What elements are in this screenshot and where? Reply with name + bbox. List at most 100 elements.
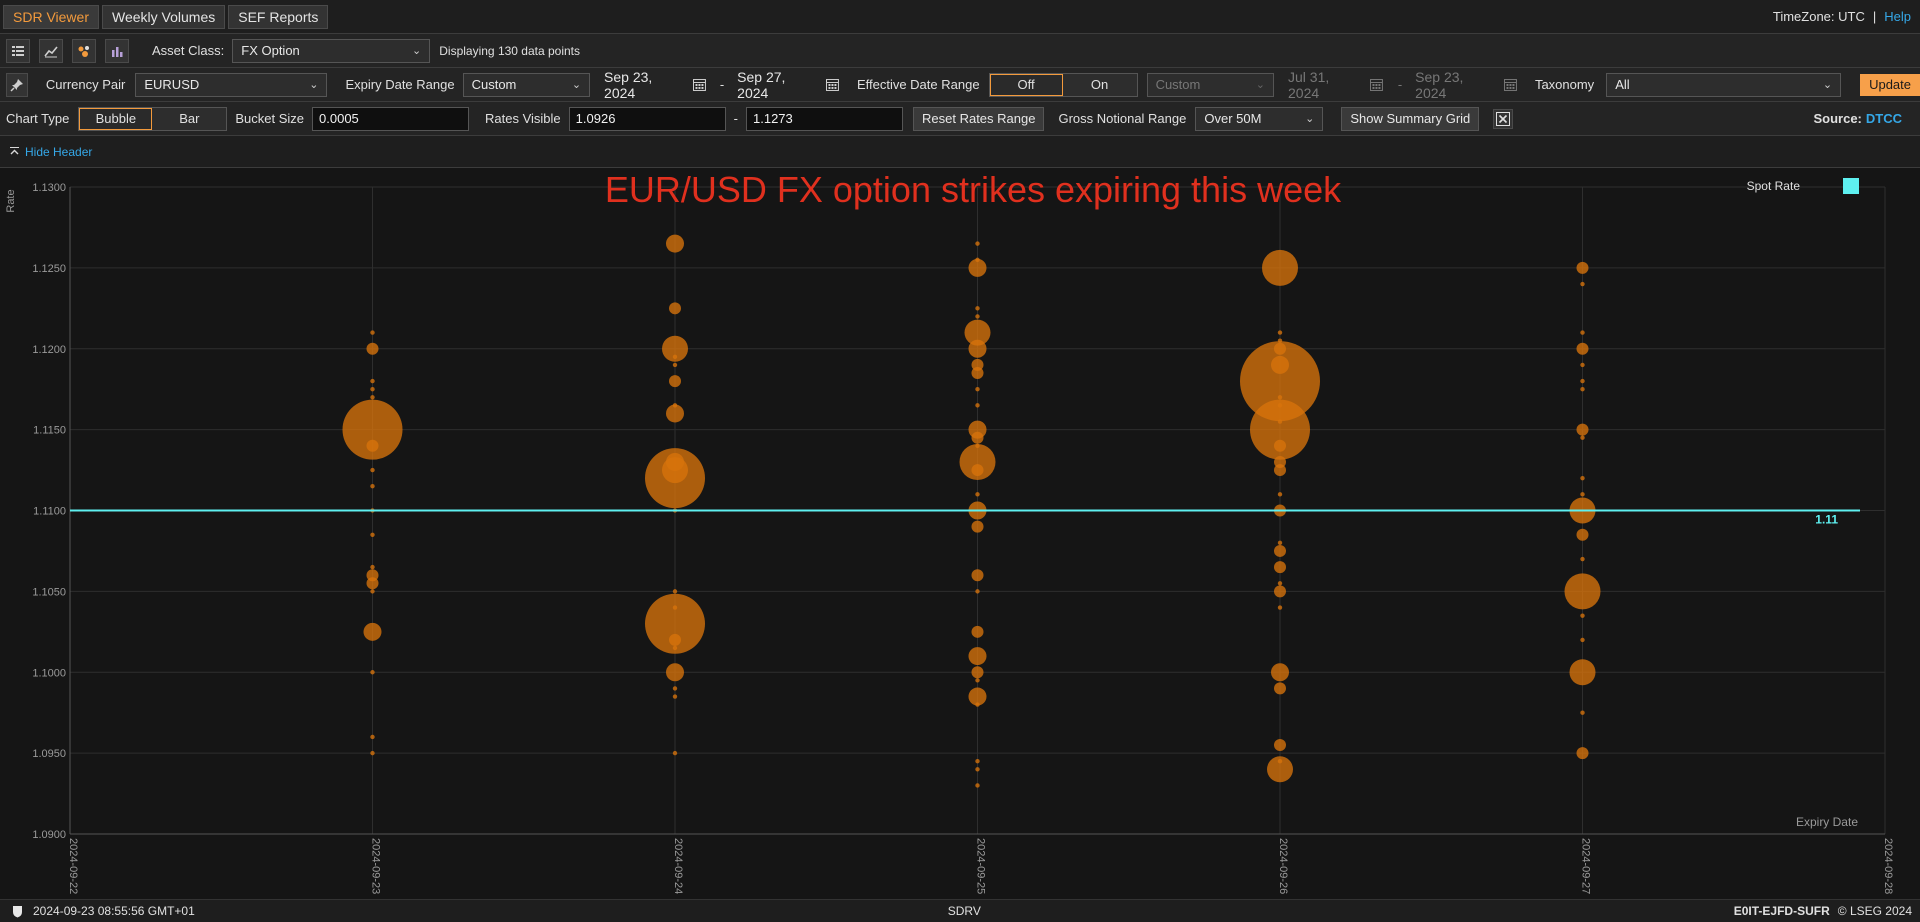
currency-pair-select[interactable]: EURUSD ⌄ <box>135 72 328 97</box>
bubble-point[interactable] <box>363 622 382 641</box>
bubble-point[interactable] <box>1580 362 1585 368</box>
bubble-point[interactable] <box>1274 439 1286 452</box>
bubble-point[interactable] <box>975 767 980 772</box>
expiry-range-select[interactable]: Custom ⌄ <box>462 72 591 97</box>
bubble-point[interactable] <box>971 666 984 679</box>
reset-rates-button[interactable]: Reset Rates Range <box>913 106 1045 131</box>
bubble-point[interactable] <box>645 593 705 654</box>
bubble-point[interactable] <box>1580 475 1585 481</box>
bubble-point[interactable] <box>342 399 403 460</box>
bubble-point[interactable] <box>971 431 984 444</box>
bubble-point[interactable] <box>1277 492 1283 497</box>
bar-chart-icon[interactable] <box>105 38 129 63</box>
bubble-point[interactable] <box>1580 556 1585 562</box>
bubble-point[interactable] <box>1580 435 1585 440</box>
bubble-point[interactable] <box>1576 261 1589 274</box>
bubble-point[interactable] <box>366 342 379 355</box>
taxonomy-select[interactable]: All ⌄ <box>1606 72 1842 97</box>
bubble-point[interactable] <box>1262 249 1298 286</box>
bubble-point[interactable] <box>1576 747 1589 760</box>
bubble-point[interactable] <box>1274 544 1286 557</box>
bubble-point[interactable] <box>370 589 375 594</box>
bubble-point[interactable] <box>1576 423 1589 436</box>
bubble-point[interactable] <box>672 362 678 368</box>
bubble-point[interactable] <box>1274 464 1286 477</box>
bubble-button[interactable]: Bubble <box>79 107 153 130</box>
bubble-point[interactable] <box>975 783 980 788</box>
bubble-point[interactable] <box>662 457 688 484</box>
rates-from-input[interactable]: 1.0926 <box>568 106 726 131</box>
bubble-point[interactable] <box>975 306 980 311</box>
bubble-chart-icon[interactable] <box>72 38 96 63</box>
bubble-point[interactable] <box>370 564 375 570</box>
bubble-point[interactable] <box>971 569 984 582</box>
bubble-point[interactable] <box>1267 756 1293 783</box>
bubble-point[interactable] <box>1274 682 1286 695</box>
bubble-point[interactable] <box>975 759 980 764</box>
bubble-point[interactable] <box>669 302 681 315</box>
bubble-point[interactable] <box>1250 399 1310 460</box>
bubble-point[interactable] <box>672 694 678 699</box>
bubble-point[interactable] <box>669 633 681 646</box>
bubble-point[interactable] <box>672 750 678 756</box>
bubble-point[interactable] <box>971 625 984 638</box>
bubble-point[interactable] <box>1271 663 1289 682</box>
bubble-point[interactable] <box>672 686 678 691</box>
line-chart-icon[interactable] <box>39 38 63 63</box>
bubble-point[interactable] <box>366 577 379 590</box>
bubble-point[interactable] <box>975 403 980 408</box>
bubble-point[interactable] <box>669 375 681 388</box>
bubble-point[interactable] <box>975 702 980 707</box>
bubble-point[interactable] <box>672 354 678 360</box>
bubble-point[interactable] <box>370 734 375 740</box>
bubble-point[interactable] <box>1277 540 1283 546</box>
bubble-point[interactable] <box>1580 281 1585 287</box>
summary-grid-button[interactable]: Show Summary Grid <box>1341 106 1480 131</box>
bubble-point[interactable] <box>1580 710 1585 715</box>
bubble-point[interactable] <box>1277 581 1283 586</box>
bubble-point[interactable] <box>1274 561 1286 574</box>
bubble-point[interactable] <box>1580 386 1585 392</box>
bubble-point[interactable] <box>1277 605 1283 610</box>
bubble-point[interactable] <box>1576 342 1589 355</box>
bubble-point[interactable] <box>370 532 375 537</box>
bubble-point[interactable] <box>370 670 375 675</box>
bubble-point[interactable] <box>1274 739 1286 752</box>
bubble-point[interactable] <box>370 750 375 756</box>
bubble-point[interactable] <box>366 439 379 452</box>
bubble-point[interactable] <box>666 234 684 253</box>
collapse-up-icon[interactable] <box>9 146 20 157</box>
bubble-point[interactable] <box>370 395 375 400</box>
gross-notional-select[interactable]: Over 50M ⌄ <box>1195 106 1324 131</box>
effective-to-date[interactable]: Sep 23, 2024 <box>1415 69 1517 101</box>
bubble-point[interactable] <box>666 404 684 423</box>
expiry-to-date[interactable]: Sep 27, 2024 <box>737 69 839 101</box>
bubble-point[interactable] <box>975 589 980 594</box>
tab-weekly-volumes[interactable]: Weekly Volumes <box>102 4 226 29</box>
bubble-point[interactable] <box>971 464 984 477</box>
bubble-point[interactable] <box>975 492 980 497</box>
bubble-point[interactable] <box>672 589 678 594</box>
grid-icon[interactable] <box>6 38 30 63</box>
bubble-point[interactable] <box>370 484 375 489</box>
bubble-point[interactable] <box>975 386 980 392</box>
bubble-point[interactable] <box>1564 573 1601 610</box>
legend-swatch[interactable] <box>1843 178 1859 194</box>
bubble-point[interactable] <box>1576 528 1589 541</box>
bubble-point[interactable] <box>968 687 987 706</box>
bucket-size-input[interactable]: 0.0005 <box>312 106 470 131</box>
effective-on-button[interactable]: On <box>1090 77 1109 92</box>
bubble-point[interactable] <box>1277 330 1283 335</box>
bubble-point[interactable] <box>964 319 991 346</box>
bubble-point[interactable] <box>1240 341 1320 422</box>
bubble-point[interactable] <box>968 339 987 358</box>
hide-header-link[interactable]: Hide Header <box>25 144 93 159</box>
bar-button[interactable]: Bar <box>179 111 200 126</box>
bubble-point[interactable] <box>1580 613 1585 618</box>
bubble-point[interactable] <box>662 335 688 362</box>
update-button[interactable]: Update <box>1860 73 1920 96</box>
bubble-point[interactable] <box>666 663 684 682</box>
tab-sef-reports[interactable]: SEF Reports <box>228 4 329 29</box>
tab-sdr-viewer[interactable]: SDR Viewer <box>3 4 99 29</box>
bubble-point[interactable] <box>959 443 996 480</box>
